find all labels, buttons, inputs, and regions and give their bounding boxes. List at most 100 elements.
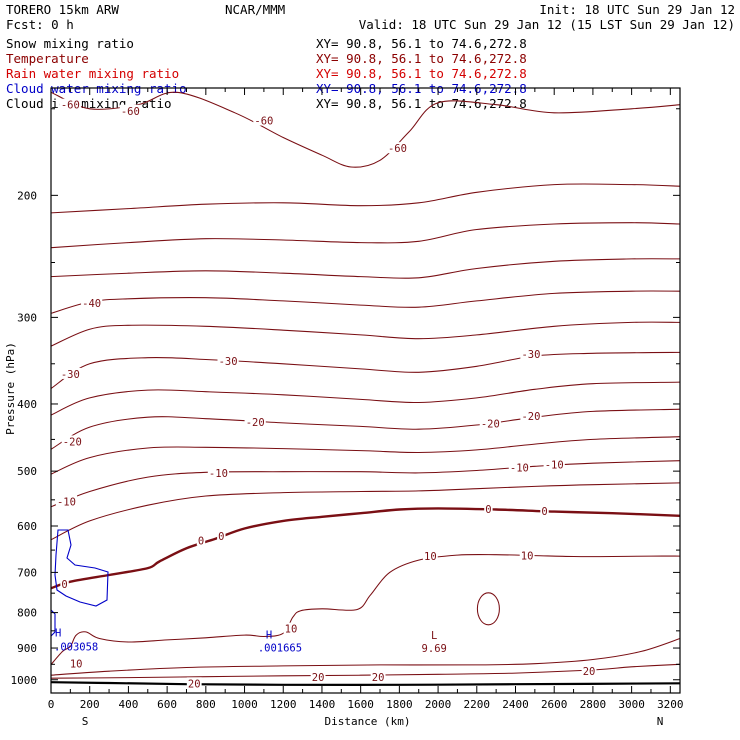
temperature-contour-label: 0 bbox=[541, 506, 547, 518]
y-tick-label: 400 bbox=[17, 398, 37, 411]
temperature-low-marker: L bbox=[431, 630, 437, 642]
cloud-water-high-marker: H bbox=[55, 627, 61, 639]
temperature-contour-label: 20 bbox=[372, 672, 385, 684]
y-tick-label: 1000 bbox=[11, 674, 38, 687]
temperature-contour-label: 10 bbox=[521, 551, 534, 563]
y-tick-label: 700 bbox=[17, 566, 37, 579]
temperature-contour bbox=[51, 663, 680, 679]
y-tick-label: 500 bbox=[17, 465, 37, 478]
legend-xy: XY= 90.8, 56.1 to 74.6,272.8 bbox=[316, 96, 527, 111]
contour-label-bg bbox=[484, 502, 493, 514]
contour-label-bg bbox=[520, 348, 542, 360]
temperature-contour-label: -20 bbox=[246, 417, 265, 429]
y-axis-label: Pressure (hPa) bbox=[4, 342, 17, 435]
y-tick-label: 200 bbox=[17, 189, 37, 202]
init-time: Init: 18 UTC Sun 29 Jan 12 bbox=[539, 2, 735, 17]
x-tick-label: 1000 bbox=[231, 698, 258, 711]
legend-label: Rain water mixing ratio bbox=[6, 66, 179, 81]
contour-group: -60 -60 -60 -60 -40 -30 -30 -30 -20 -20 -20 -20 -10 -… bbox=[51, 91, 680, 690]
cloud-water-high-marker: H bbox=[266, 629, 272, 641]
contour-label-bg bbox=[519, 549, 535, 561]
contour-label-bg bbox=[283, 622, 299, 634]
temperature-low-value: 9.69 bbox=[422, 643, 447, 655]
legend-xy: XY= 90.8, 56.1 to 74.6,272.8 bbox=[316, 36, 527, 51]
temperature-contour-label: -10 bbox=[209, 468, 228, 480]
temperature-contour-label: -30 bbox=[521, 349, 540, 361]
y-tick-label: 900 bbox=[17, 642, 37, 655]
contour-label-bg bbox=[543, 458, 565, 470]
figure-header: TORERO 15km ARW NCAR/MMM Init: 18 UTC Su… bbox=[6, 2, 735, 32]
x-tick-label: 3200 bbox=[657, 698, 684, 711]
contour-label-bg bbox=[310, 671, 326, 683]
contour-label-bg bbox=[217, 529, 226, 541]
x-tick-label: 2000 bbox=[425, 698, 452, 711]
contour-label-bg bbox=[370, 671, 386, 683]
contour-label-bg bbox=[59, 367, 81, 379]
temperature-contour-label: -60 bbox=[388, 143, 407, 155]
axes: 0 200 400 600 800 1000 1200 1400 1600 1800 2000 220… bbox=[4, 87, 684, 728]
y-tick-label: 300 bbox=[17, 311, 37, 324]
temperature-contour-label: 20 bbox=[583, 666, 596, 678]
temperature-contour-label: 0 bbox=[218, 531, 224, 543]
temperature-contour bbox=[51, 351, 680, 389]
x-axis-label: Distance (km) bbox=[324, 715, 410, 728]
x-tick-label: 1600 bbox=[347, 698, 374, 711]
contour-label-bg bbox=[207, 466, 230, 478]
field-legend: Snow mixing ratio XY= 90.8, 56.1 to 74.6,… bbox=[6, 36, 527, 111]
temperature-contour-label: -20 bbox=[63, 436, 82, 448]
temperature-contour bbox=[51, 408, 680, 450]
contour-label-bg bbox=[186, 677, 202, 689]
cloud-water-contour bbox=[54, 529, 109, 607]
legend-xy: XY= 90.8, 56.1 to 74.6,272.8 bbox=[316, 66, 527, 81]
temperature-contour bbox=[51, 258, 680, 279]
legend-xy: XY= 90.8, 56.1 to 74.6,272.8 bbox=[316, 51, 527, 66]
cloud-water-contour bbox=[51, 609, 56, 637]
contour-label-bg bbox=[217, 355, 239, 367]
cloud-water-high-value: .001665 bbox=[258, 642, 302, 654]
temperature-contour-label: -30 bbox=[61, 369, 80, 381]
contour-label-bg bbox=[422, 550, 438, 562]
contour-label-bg bbox=[479, 417, 501, 429]
x-tick-label: 200 bbox=[80, 698, 100, 711]
contour-label-bg bbox=[196, 534, 206, 546]
contour-label-bg bbox=[386, 142, 409, 154]
temperature-contour-label: -10 bbox=[545, 459, 564, 471]
temperature-contour-label: 0 bbox=[198, 536, 204, 548]
x-tick-label: 2800 bbox=[580, 698, 607, 711]
valid-time: Valid: 18 UTC Sun 29 Jan 12 (15 LST Sun … bbox=[359, 17, 735, 32]
y-tick-label: 800 bbox=[17, 607, 37, 620]
contour-label-bg bbox=[508, 461, 530, 473]
x-tick-label: 1400 bbox=[309, 698, 336, 711]
contour-label-bg bbox=[59, 98, 81, 110]
legend-label: Temperature bbox=[6, 51, 89, 66]
contour-label-bg bbox=[253, 114, 275, 126]
temperature-contour bbox=[51, 638, 680, 676]
temperature-closed-contour bbox=[476, 592, 500, 626]
center-title: NCAR/MMM bbox=[225, 2, 285, 17]
x-tick-label: 400 bbox=[118, 698, 138, 711]
temperature-contour bbox=[51, 183, 680, 214]
x-tick-label: 1800 bbox=[386, 698, 413, 711]
legend-label: Snow mixing ratio bbox=[6, 36, 134, 51]
contour-label-bg bbox=[81, 297, 103, 309]
temperature-contour bbox=[51, 222, 680, 249]
temperature-contour-label: -20 bbox=[481, 419, 500, 431]
x-tick-label: 0 bbox=[48, 698, 55, 711]
temperature-contour-label: -60 bbox=[121, 106, 140, 118]
temperature-contour-label: 10 bbox=[424, 551, 437, 563]
temperature-contour-label: 10 bbox=[285, 624, 298, 636]
contour-label-bg bbox=[540, 505, 549, 517]
temperature-contour bbox=[51, 460, 680, 508]
temperature-contour-label: -60 bbox=[254, 116, 273, 128]
temperature-contour bbox=[51, 290, 680, 314]
temperature-contour-label: -10 bbox=[57, 496, 76, 508]
temperature-contour bbox=[51, 321, 680, 347]
x-tick-label: 1200 bbox=[270, 698, 297, 711]
x-end-label-south: S bbox=[82, 715, 89, 728]
contour-label-bg bbox=[68, 657, 84, 669]
y-tick-label: 600 bbox=[17, 520, 37, 533]
temperature-contour bbox=[51, 482, 680, 541]
temperature-contour-label: 0 bbox=[61, 579, 67, 591]
cloud-water-high-value: .003058 bbox=[54, 641, 98, 653]
